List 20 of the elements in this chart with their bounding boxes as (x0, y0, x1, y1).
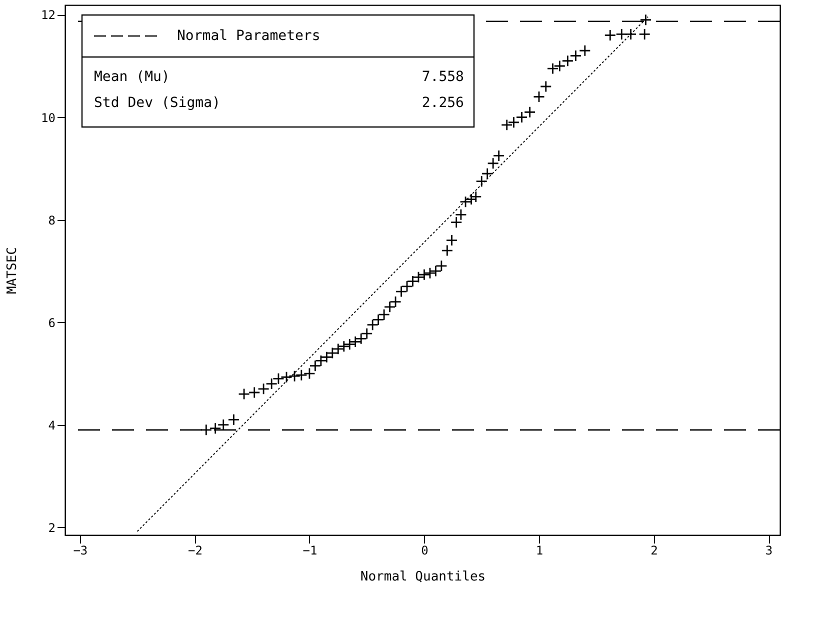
y-tick-label: 10 (41, 110, 56, 125)
x-tick-label: −1 (302, 544, 318, 558)
annotation: 2.256 (422, 95, 464, 111)
annotation: 7.558 (422, 69, 464, 85)
y-tick-label: 2 (48, 520, 56, 535)
x-tick-label: 1 (536, 544, 544, 558)
x-tick-label: −2 (188, 544, 202, 558)
y-tick-label: 6 (48, 316, 56, 330)
x-tick-label: 0 (421, 544, 428, 558)
y-axis-title: MATSEC (5, 247, 20, 294)
x-tick-label: 3 (765, 544, 773, 558)
annotation: Mean (Mu) (94, 69, 170, 85)
y-tick-label: 12 (41, 8, 56, 22)
y-tick-label: 8 (48, 213, 56, 228)
y-tick-label: 4 (48, 418, 56, 432)
x-axis-title: Normal Quantiles (360, 570, 486, 584)
legend-label: Normal Parameters (177, 28, 320, 44)
annotation: Std Dev (Sigma) (94, 95, 220, 111)
x-tick-label: −3 (73, 544, 88, 558)
x-tick-label: 2 (650, 544, 658, 558)
